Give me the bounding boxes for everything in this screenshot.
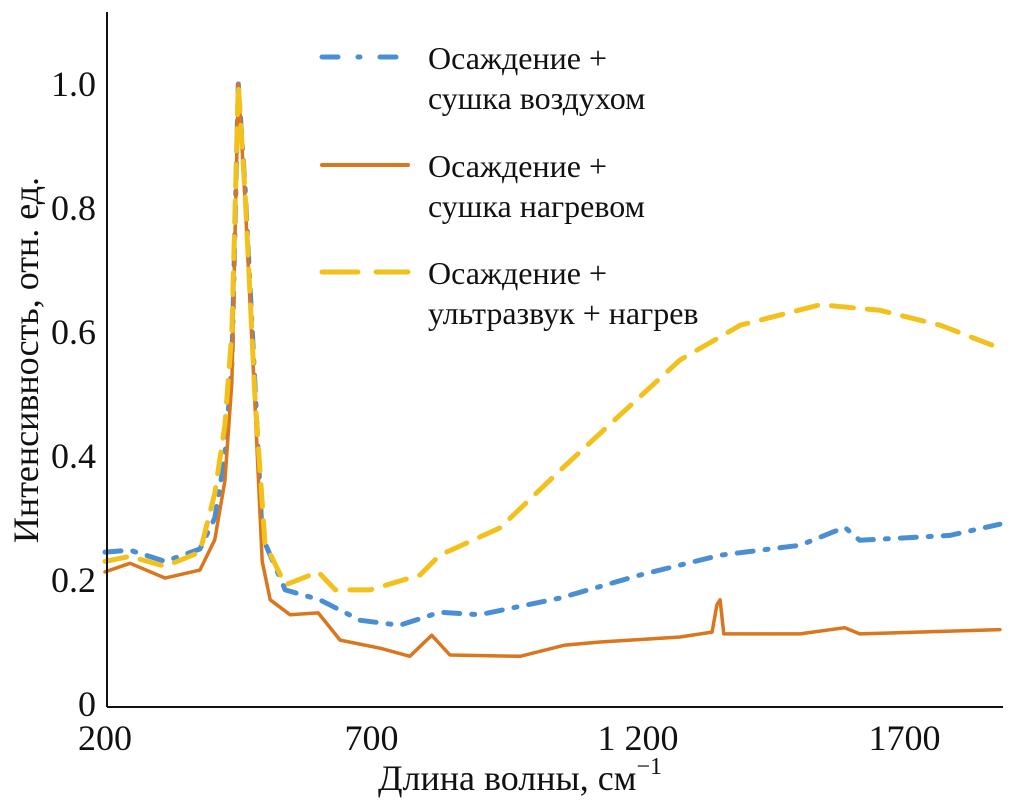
y-tick-label: 0.8 xyxy=(51,188,96,228)
series-line-3 xyxy=(102,81,1003,593)
y-tick-labels: 0 0.2 0.4 0.6 0.8 1.0 xyxy=(51,64,96,724)
x-tick-labels: 200 700 1 200 1700 xyxy=(78,718,941,758)
legend-label: сушка нагревом xyxy=(428,188,645,224)
y-tick-label: 0.4 xyxy=(51,436,96,476)
legend: Осаждение + сушка воздухом Осаждение + сушк… xyxy=(319,40,699,331)
legend-label: ультразвук + нагрев xyxy=(428,295,699,331)
legend-label: Осаждение + xyxy=(428,255,607,291)
x-tick-label: 1700 xyxy=(869,718,941,758)
y-axis-label: Интенсивность, отн. ед. xyxy=(6,177,46,543)
y-tick-label: 0 xyxy=(78,684,96,724)
y-tick-label: 1.0 xyxy=(51,64,96,104)
x-axis-label: Длина волны, см−1 xyxy=(378,754,662,798)
legend-label: Осаждение + xyxy=(428,40,607,76)
y-tick-label: 0.2 xyxy=(51,560,96,600)
legend-label: сушка воздухом xyxy=(428,80,645,116)
x-tick-label: 1 200 xyxy=(598,718,679,758)
x-tick-label: 200 xyxy=(78,718,132,758)
series-layer xyxy=(102,81,1003,659)
series-line-1 xyxy=(102,81,1003,628)
series-line-2 xyxy=(103,82,1002,659)
y-tick-label: 0.6 xyxy=(51,312,96,352)
legend-label: Осаждение + xyxy=(428,148,607,184)
x-tick-label: 700 xyxy=(345,718,399,758)
